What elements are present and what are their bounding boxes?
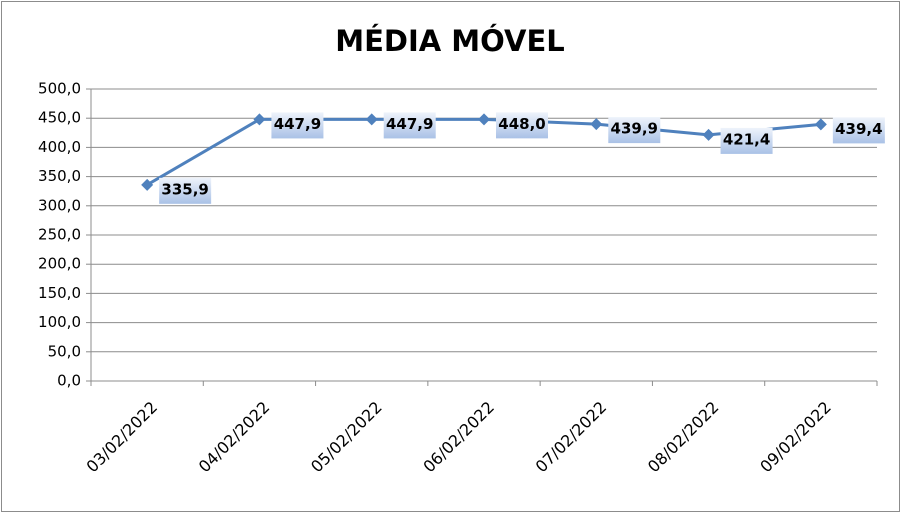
data-label: 439,4 xyxy=(835,120,882,138)
data-label: 421,4 xyxy=(723,130,770,148)
chart-title: MÉDIA MÓVEL xyxy=(335,24,565,58)
y-tick-label: 450,0 xyxy=(38,109,81,127)
y-tick-label: 250,0 xyxy=(38,226,81,244)
marker xyxy=(590,118,603,131)
data-label-box xyxy=(832,117,885,144)
marker xyxy=(478,113,490,126)
y-tick-label: 200,0 xyxy=(38,255,81,273)
data-label: 447,9 xyxy=(274,115,321,133)
data-label-box xyxy=(383,112,436,139)
marker xyxy=(365,113,378,126)
marker xyxy=(702,128,715,141)
data-label: 447,9 xyxy=(386,115,433,133)
data-label: 335,9 xyxy=(161,180,208,198)
data-label-box xyxy=(271,112,324,139)
marker xyxy=(141,178,154,191)
marker xyxy=(814,118,827,131)
data-label-box xyxy=(608,117,661,144)
data-label-box xyxy=(159,177,212,204)
y-tick-label: 400,0 xyxy=(38,138,81,156)
data-label: 439,9 xyxy=(611,120,658,138)
y-tick-label: 100,0 xyxy=(38,313,81,331)
data-label-box xyxy=(496,112,548,139)
marker xyxy=(253,113,266,126)
data-label: 448,0 xyxy=(498,115,545,133)
y-tick-label: 300,0 xyxy=(38,196,81,214)
y-tick-label: 350,0 xyxy=(38,167,81,185)
data-label-box xyxy=(720,127,773,154)
y-tick-label: 50,0 xyxy=(48,342,81,360)
y-tick-label: 0,0 xyxy=(57,372,81,390)
y-tick-label: 150,0 xyxy=(38,284,81,302)
y-tick-label: 500,0 xyxy=(38,80,81,98)
